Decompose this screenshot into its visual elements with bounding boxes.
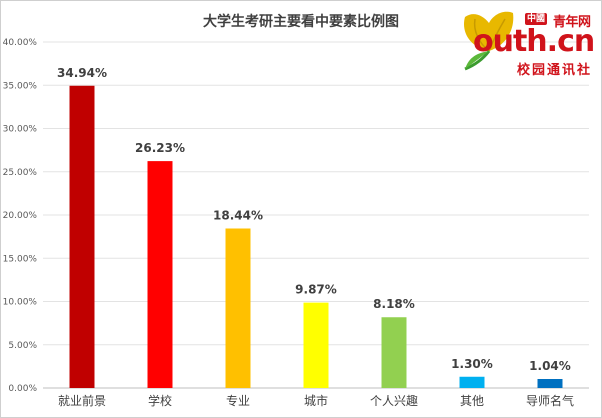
- bar: [69, 85, 95, 389]
- data-label: 1.30%: [451, 357, 493, 371]
- y-tick-label: 5.00%: [8, 341, 37, 351]
- category-label: 导师名气: [526, 393, 574, 408]
- logo-sub-text: 校园通讯社: [517, 63, 593, 78]
- data-labels: 34.94% 26.23% 18.44% 9.87% 8.18% 1.30% 1.04%: [57, 66, 571, 373]
- bars: [69, 85, 563, 389]
- y-tick-label: 25.00%: [3, 168, 38, 178]
- logo-china-mark: 中國: [525, 13, 548, 25]
- category-label: 就业前景: [58, 393, 106, 408]
- category-label: 其他: [460, 394, 484, 408]
- bar: [459, 376, 485, 388]
- data-label: 8.18%: [373, 297, 415, 311]
- y-tick-label: 40.00%: [3, 38, 38, 48]
- category-label: 个人兴趣: [370, 393, 418, 408]
- y-tick-label: 30.00%: [3, 125, 38, 135]
- bar: [303, 302, 329, 388]
- y-tick-label: 0.00%: [8, 384, 37, 394]
- y-tick-label: 35.00%: [3, 81, 38, 91]
- category-label: 专业: [226, 393, 250, 408]
- category-label: 学校: [148, 393, 172, 408]
- bar: [537, 379, 563, 388]
- y-tick-label: 20.00%: [3, 211, 38, 221]
- y-tick-label: 10.00%: [3, 298, 38, 308]
- bar: [225, 228, 251, 388]
- logo-top-text: 青年网: [553, 15, 591, 30]
- logo-main-text: outh.cn: [473, 24, 595, 59]
- data-label: 9.87%: [295, 283, 337, 297]
- y-axis-ticks: 0.00% 5.00% 10.00% 15.00% 20.00% 25.00% 30.00%…: [3, 38, 38, 394]
- category-labels: 就业前景 学校 专业 城市 个人兴趣 其他 导师名气: [58, 393, 574, 408]
- data-label: 26.23%: [135, 141, 185, 155]
- category-label: 城市: [304, 393, 328, 408]
- data-label: 34.94%: [57, 66, 107, 80]
- y-tick-label: 15.00%: [3, 254, 38, 264]
- chart-title: 大学生考研主要看中要素比例图: [203, 14, 399, 30]
- ginkgo-leaf-icon: [464, 11, 514, 71]
- bar: [147, 161, 173, 388]
- youth-cn-logo: 中國 青年网 outh.cn 校园通讯社: [459, 7, 595, 81]
- data-label: 18.44%: [213, 208, 263, 222]
- bar: [381, 317, 407, 388]
- data-label: 1.04%: [529, 359, 571, 373]
